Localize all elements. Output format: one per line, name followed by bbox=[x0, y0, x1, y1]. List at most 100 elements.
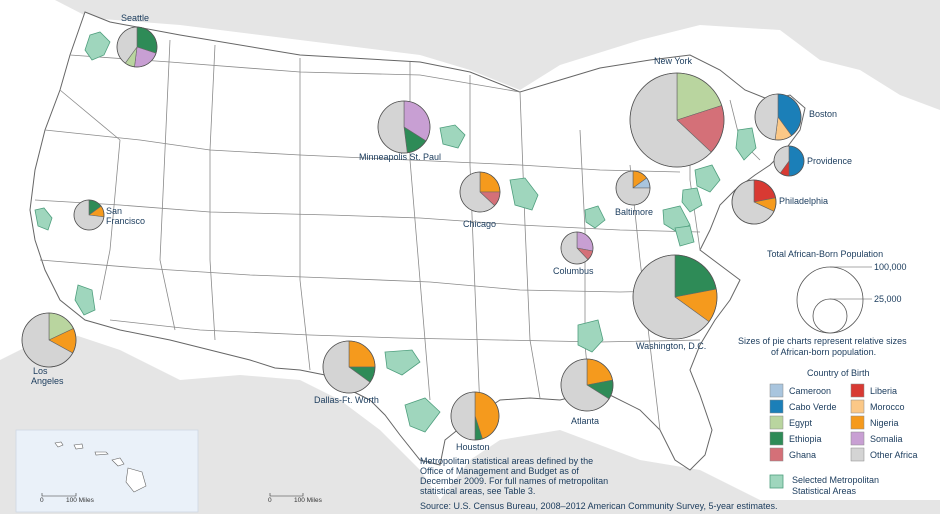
pie-san-francisco bbox=[73, 199, 105, 231]
mainland-scale-zero: 0 bbox=[268, 497, 272, 504]
legend-swatch-cameroon bbox=[769, 383, 784, 398]
msa-seattle bbox=[84, 31, 111, 61]
label-philadelphia: Philadelphia bbox=[779, 196, 828, 206]
hawaii-island-maui bbox=[111, 457, 125, 467]
pie-minneapolis-st-paul bbox=[377, 100, 431, 154]
legend-swatch-somalia bbox=[850, 431, 865, 446]
legend-swatch-nigeria bbox=[850, 415, 865, 430]
msa-washington bbox=[674, 225, 695, 247]
label-boston: Boston bbox=[809, 109, 837, 119]
canada-landmass bbox=[55, 0, 940, 110]
size-legend: Total African-Born Population 100,000 25… bbox=[738, 249, 907, 357]
msa-atlanta bbox=[577, 319, 604, 353]
msa-dallas bbox=[384, 349, 421, 376]
hawaii-island-molokai bbox=[94, 451, 109, 456]
legend-swatch-cabo-verde bbox=[769, 399, 784, 414]
pie-outline-minneapolis-st-paul bbox=[377, 100, 431, 154]
label-san-francisco-line2: Francisco bbox=[106, 216, 145, 226]
legend-swatch-ethiopia bbox=[769, 431, 784, 446]
label-san-francisco: San Francisco bbox=[106, 206, 145, 226]
hawaii-island-oahu bbox=[73, 443, 84, 450]
label-dallas: Dallas-Ft. Worth bbox=[314, 395, 379, 405]
pie-outline-houston bbox=[450, 391, 500, 441]
msa-new-york bbox=[694, 164, 721, 193]
pie-outline-los-angeles bbox=[21, 312, 77, 368]
label-seattle: Seattle bbox=[121, 13, 149, 23]
msa-columbus bbox=[584, 205, 606, 229]
note-line-2: Office of Management and Budget as of bbox=[420, 466, 579, 476]
hawaii-scale-miles: 100 Miles bbox=[66, 497, 95, 504]
size-legend-large-label: 100,000 bbox=[874, 262, 907, 272]
pie-outline-chicago bbox=[459, 171, 501, 213]
hawaii-inset-frame bbox=[15, 429, 199, 513]
legend-label-cameroon: Cameroon bbox=[789, 386, 831, 396]
label-baltimore: Baltimore bbox=[615, 207, 653, 217]
msa-chicago bbox=[509, 177, 539, 211]
country-legend-items: Cameroon Liberia Cabo Verde Morocco Egypt Nig… bbox=[769, 383, 918, 462]
mexico-landmass bbox=[0, 330, 940, 514]
pie-houston bbox=[450, 391, 500, 441]
legend-label-egypt: Egypt bbox=[789, 418, 813, 428]
state-boundaries bbox=[34, 39, 761, 431]
pie-boston bbox=[754, 93, 802, 141]
notes-block: Metropolitan statistical areas defined b… bbox=[420, 456, 778, 511]
pie-seattle bbox=[116, 26, 158, 68]
label-new-york: New York bbox=[654, 56, 693, 66]
legend-label-cabo-verde: Cabo Verde bbox=[789, 402, 837, 412]
pie-outline-new-york bbox=[629, 72, 725, 168]
label-san-francisco-line1: San bbox=[106, 206, 122, 216]
legend-label-nigeria: Nigeria bbox=[870, 418, 899, 428]
pie-outline-baltimore bbox=[615, 170, 651, 206]
pie-outline-washington-d-c bbox=[632, 254, 718, 340]
size-legend-circle-small bbox=[812, 298, 848, 334]
pie-outline-atlanta bbox=[560, 358, 614, 412]
size-legend-small-label: 25,000 bbox=[874, 294, 902, 304]
pie-charts-layer bbox=[21, 26, 805, 441]
pie-providence bbox=[773, 145, 805, 177]
pie-outline-providence bbox=[773, 145, 805, 177]
pie-outline-philadelphia bbox=[731, 179, 777, 225]
label-atlanta: Atlanta bbox=[571, 416, 599, 426]
pie-outline-columbus bbox=[560, 231, 594, 265]
label-columbus: Columbus bbox=[553, 266, 594, 276]
size-legend-note-2: of African-born population. bbox=[771, 347, 876, 357]
legend-label-ethiopia: Ethiopia bbox=[789, 434, 822, 444]
label-los-angeles-line2: Angeles bbox=[31, 376, 64, 386]
legend-swatch-morocco bbox=[850, 399, 865, 414]
hawaii-scale-bar bbox=[41, 493, 77, 497]
mainland-scale: 0 100 Miles bbox=[268, 493, 323, 504]
msa-boston bbox=[735, 127, 757, 161]
pie-outline-seattle bbox=[116, 26, 158, 68]
msa-san-francisco bbox=[34, 207, 53, 231]
pie-new-york bbox=[629, 72, 725, 168]
label-los-angeles: Los Angeles bbox=[31, 366, 64, 386]
label-washington: Washington, D.C. bbox=[636, 341, 706, 351]
pie-dallas-ft-worth bbox=[322, 340, 376, 394]
pie-outline-boston bbox=[754, 93, 802, 141]
pie-columbus bbox=[560, 231, 594, 265]
legend-swatch-egypt bbox=[769, 415, 784, 430]
msa-legend-label-1: Selected Metropolitan bbox=[792, 475, 879, 485]
msa-areas bbox=[34, 31, 757, 433]
legend-label-ghana: Ghana bbox=[789, 450, 816, 460]
pie-philadelphia bbox=[731, 179, 777, 225]
msa-los-angeles bbox=[74, 284, 96, 316]
hawaii-scale-zero: 0 bbox=[40, 497, 44, 504]
country-legend: Country of Birth Cameroon Liberia Cabo Ver… bbox=[769, 368, 918, 496]
pie-los-angeles bbox=[21, 312, 77, 368]
pie-outline-dallas-ft-worth bbox=[322, 340, 376, 394]
pie-chicago bbox=[459, 171, 501, 213]
msa-philadelphia bbox=[681, 187, 703, 213]
note-line-3: December 2009. For full names of metropo… bbox=[420, 476, 608, 486]
label-los-angeles-line1: Los bbox=[33, 366, 48, 376]
msa-legend-swatch bbox=[769, 474, 784, 489]
mainland-scale-miles: 100 Miles bbox=[294, 497, 323, 504]
msa-legend-label-2: Statistical Areas bbox=[792, 486, 857, 496]
note-line-4: statistical areas, see Table 3. bbox=[420, 486, 535, 496]
legend-swatch-other-africa bbox=[850, 447, 865, 462]
size-legend-title: Total African-Born Population bbox=[767, 249, 883, 259]
size-legend-note-1: Sizes of pie charts represent relative s… bbox=[738, 336, 907, 346]
label-houston: Houston bbox=[456, 442, 490, 452]
msa-minneapolis bbox=[439, 124, 466, 149]
